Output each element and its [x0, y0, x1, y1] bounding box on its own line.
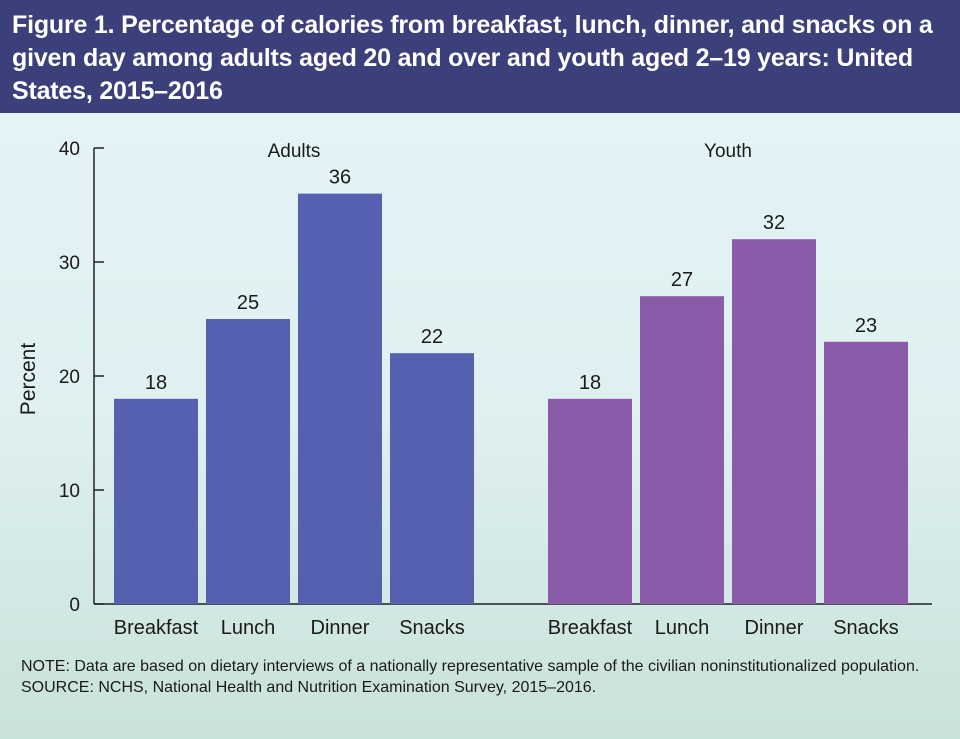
bar-youth-lunch: [640, 296, 724, 604]
y-tick-label: 20: [59, 367, 80, 388]
bar-value-label: 23: [855, 315, 877, 337]
bars: [114, 193, 908, 604]
bar-adults-lunch: [206, 319, 290, 604]
category-label: Breakfast: [114, 617, 199, 639]
y-tick-label: 10: [59, 481, 80, 502]
category-label: Snacks: [833, 617, 899, 639]
bar-chart: Percent 0 10 20 30 40 18 Breakfast 25 Lunch 36 Di…: [17, 139, 932, 639]
bar-value-label: 18: [145, 372, 167, 394]
bar-youth-snacks: [824, 341, 908, 604]
y-tick-label: 0: [69, 595, 80, 616]
figure-title: Figure 1. Percentage of calories from br…: [12, 11, 933, 105]
category-label: Breakfast: [548, 617, 633, 639]
bar-adults-snacks: [390, 353, 474, 604]
bar-youth-dinner: [732, 239, 816, 604]
note-text: NOTE: Data are based on dietary intervie…: [21, 658, 920, 675]
category-label: Dinner: [311, 617, 370, 639]
y-tick-label: 30: [59, 253, 80, 274]
category-label: Lunch: [655, 617, 710, 639]
figure-header: Figure 1. Percentage of calories from br…: [0, 0, 960, 113]
figure-notes: NOTE: Data are based on dietary intervie…: [21, 656, 941, 698]
bar-value-label: 25: [237, 292, 259, 314]
bar-value-label: 18: [579, 372, 601, 394]
bar-value-label: 27: [671, 269, 693, 291]
bar-value-label: 32: [763, 212, 785, 234]
category-label: Snacks: [399, 617, 465, 639]
bar-adults-breakfast: [114, 398, 198, 604]
bar-youth-breakfast: [548, 398, 632, 604]
category-label: Lunch: [221, 617, 276, 639]
category-label: Dinner: [745, 617, 804, 639]
bar-value-label: 22: [421, 326, 443, 348]
y-axis-title: Percent: [17, 343, 40, 416]
y-tick-label: 40: [59, 139, 80, 160]
bar-value-label: 36: [329, 167, 351, 189]
group-label-adults: Adults: [268, 141, 321, 162]
labels: 18 Breakfast 25 Lunch 36 Dinner 22 Snacks Adults…: [114, 141, 899, 639]
source-text: SOURCE: NCHS, National Health and Nutrit…: [21, 679, 597, 696]
bar-adults-dinner: [298, 193, 382, 604]
group-label-youth: Youth: [704, 141, 752, 162]
